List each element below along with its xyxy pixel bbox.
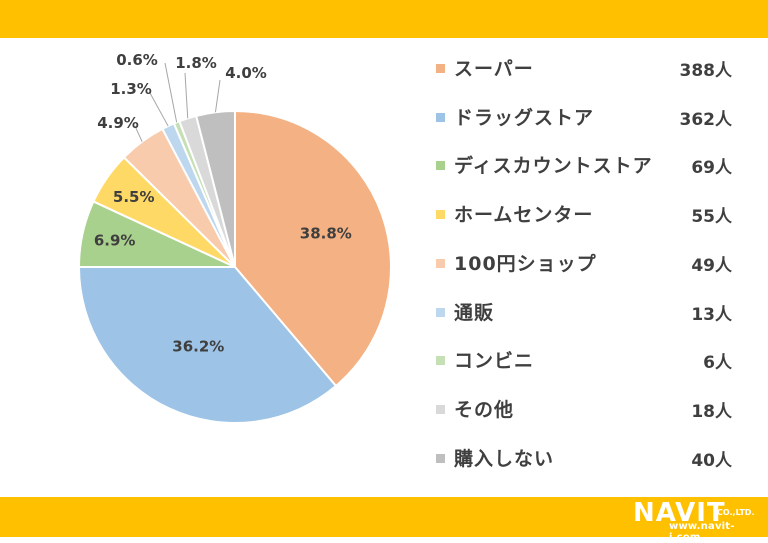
legend-label: ディスカウントストア	[454, 155, 653, 178]
logo-suffix: CO.,LTD.	[717, 508, 755, 517]
top-band	[0, 0, 768, 38]
legend-label: ドラッグストア	[454, 106, 595, 129]
slice-percent-label: 6.9%	[94, 231, 136, 249]
leader-line	[149, 92, 169, 127]
slice-percent-label: 1.8%	[175, 54, 217, 72]
legend-swatch	[436, 161, 445, 171]
legend-count: 49人	[691, 255, 732, 276]
legend-item: 通販 13人	[430, 296, 760, 326]
leader-line	[134, 125, 143, 142]
slice-percent-label: 38.8%	[300, 225, 352, 243]
legend-item: コンビニ 6人	[430, 344, 760, 374]
logo-url: www.navit-j.com	[669, 521, 735, 543]
legend-count: 69人	[691, 158, 732, 179]
legend-label: スーパー	[454, 58, 534, 80]
navit-logo: NAVIT CO.,LTD. www.navit-j.com	[633, 498, 763, 543]
legend-swatch	[436, 64, 445, 73]
legend-label: コンビニ	[454, 350, 535, 373]
leader-line	[164, 62, 178, 123]
leader-line	[184, 72, 189, 119]
legend-item: スーパー 388人	[430, 52, 760, 82]
slice-percent-label: 4.9%	[97, 114, 139, 132]
legend-item: ホームセンター 55人	[430, 198, 760, 228]
legend-item: 100円ショップ 49人	[430, 247, 760, 277]
bottom-band	[0, 497, 768, 537]
legend-count: 13人	[691, 304, 732, 325]
slice-percent-label: 36.2%	[172, 337, 224, 355]
legend-count: 18人	[691, 401, 732, 422]
legend-count: 40人	[691, 450, 732, 471]
legend-swatch	[436, 453, 445, 463]
legend-item: その他 18人	[430, 393, 760, 423]
legend-count: 55人	[691, 207, 732, 228]
legend-swatch	[436, 210, 445, 220]
legend-item: ドラッグストア 362人	[430, 101, 760, 131]
slice-percent-label: 1.3%	[110, 80, 152, 98]
legend-swatch	[436, 356, 445, 366]
legend-label: その他	[454, 398, 515, 421]
legend-label: 100円ショップ	[454, 252, 597, 275]
slice-percent-label: 4.0%	[225, 64, 267, 82]
legend-item: ディスカウントストア 69人	[430, 149, 760, 179]
legend-swatch	[436, 307, 445, 317]
logo-brand: NAVIT	[633, 498, 726, 528]
legend-label: ホームセンター	[454, 204, 594, 227]
slice-percent-label: 0.6%	[116, 51, 158, 69]
legend-count: 6人	[703, 353, 732, 374]
leader-line	[214, 79, 221, 113]
legend-swatch	[436, 112, 445, 122]
pie-slice-1	[234, 109, 392, 388]
slice-percent-label: 5.5%	[113, 188, 155, 206]
legend-count: 388人	[679, 61, 733, 81]
legend-swatch	[436, 258, 445, 268]
pie-chart: 38.8% 36.2% 6.9% 5.5% 4.9% 1.3% 0.6% 1.8% 4.0%	[77, 51, 392, 424]
legend-swatch	[436, 404, 445, 414]
legend-label: 通販	[454, 301, 495, 324]
legend-item: 購入しない 40人	[430, 442, 760, 472]
legend-count: 362人	[679, 109, 733, 130]
pie-slice-2	[77, 266, 338, 424]
legend-label: 購入しない	[454, 447, 555, 470]
